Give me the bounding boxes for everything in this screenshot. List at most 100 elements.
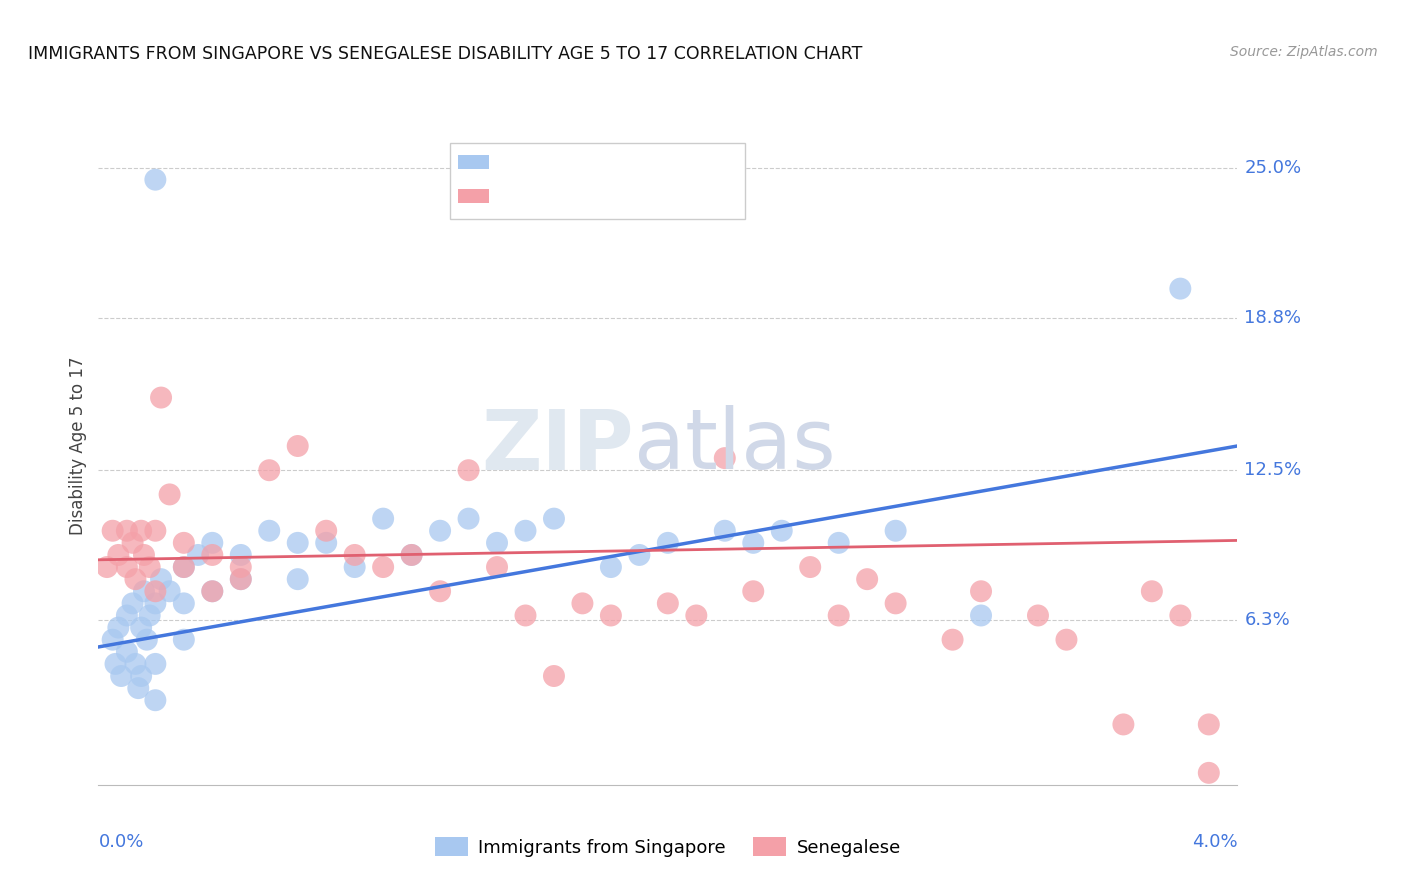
Point — [159, 487, 181, 501]
Point — [970, 608, 993, 623]
Point — [1170, 608, 1192, 623]
Text: 4.0%: 4.0% — [1192, 833, 1237, 851]
Point — [187, 548, 209, 562]
Point — [145, 596, 167, 610]
Point — [287, 572, 309, 586]
Point — [101, 524, 124, 538]
Point — [884, 596, 907, 610]
Point — [287, 536, 309, 550]
Text: 50: 50 — [600, 153, 626, 171]
Point — [799, 560, 821, 574]
Point — [229, 572, 252, 586]
Point — [1112, 717, 1135, 731]
Point — [1026, 608, 1049, 623]
Point — [201, 584, 224, 599]
Point — [657, 536, 679, 550]
Point — [115, 560, 138, 574]
Point — [259, 463, 281, 477]
Point — [515, 524, 537, 538]
Point — [371, 560, 394, 574]
Text: 6.3%: 6.3% — [1244, 611, 1291, 630]
Point — [145, 172, 167, 186]
Text: 25.0%: 25.0% — [1244, 159, 1302, 177]
Point — [884, 524, 907, 538]
Text: R =: R = — [495, 187, 531, 205]
Point — [828, 608, 851, 623]
Point — [150, 391, 173, 405]
Point — [714, 524, 737, 538]
Point — [124, 572, 146, 586]
Text: 12.5%: 12.5% — [1244, 461, 1302, 479]
Point — [287, 439, 309, 453]
Y-axis label: Disability Age 5 to 17: Disability Age 5 to 17 — [69, 357, 87, 535]
Text: 0.0%: 0.0% — [98, 833, 143, 851]
Point — [343, 560, 366, 574]
Point — [571, 596, 593, 610]
Point — [110, 669, 132, 683]
Point — [129, 621, 152, 635]
Text: 0.042: 0.042 — [526, 187, 582, 205]
Text: ZIP: ZIP — [481, 406, 634, 486]
Point — [173, 632, 195, 647]
Point — [129, 524, 152, 538]
Point — [132, 548, 155, 562]
Point — [159, 584, 181, 599]
Point — [1140, 584, 1163, 599]
Point — [138, 560, 160, 574]
Point — [600, 560, 623, 574]
Text: 18.8%: 18.8% — [1244, 309, 1302, 326]
Point — [1170, 282, 1192, 296]
Legend: Immigrants from Singapore, Senegalese: Immigrants from Singapore, Senegalese — [427, 830, 908, 864]
Point — [457, 511, 479, 525]
Point — [315, 524, 337, 538]
Point — [515, 608, 537, 623]
Point — [145, 657, 167, 671]
Text: IMMIGRANTS FROM SINGAPORE VS SENEGALESE DISABILITY AGE 5 TO 17 CORRELATION CHART: IMMIGRANTS FROM SINGAPORE VS SENEGALESE … — [28, 45, 862, 62]
Point — [124, 657, 146, 671]
Point — [942, 632, 965, 647]
Point — [129, 669, 152, 683]
Text: atlas: atlas — [634, 406, 835, 486]
Point — [429, 584, 451, 599]
Point — [201, 536, 224, 550]
Point — [1198, 717, 1220, 731]
Point — [401, 548, 423, 562]
Point — [486, 560, 509, 574]
Text: R =: R = — [495, 153, 531, 171]
Point — [742, 584, 765, 599]
Point — [970, 584, 993, 599]
Point — [104, 657, 127, 671]
Point — [121, 596, 143, 610]
Point — [132, 584, 155, 599]
Point — [173, 560, 195, 574]
Point — [657, 596, 679, 610]
Point — [1198, 765, 1220, 780]
Point — [201, 584, 224, 599]
Point — [229, 560, 252, 574]
Point — [145, 584, 167, 599]
Text: 0.312: 0.312 — [526, 153, 582, 171]
Point — [115, 524, 138, 538]
Point — [115, 608, 138, 623]
Point — [742, 536, 765, 550]
Point — [600, 608, 623, 623]
Point — [121, 536, 143, 550]
Point — [315, 536, 337, 550]
Point — [401, 548, 423, 562]
Point — [685, 608, 707, 623]
Point — [229, 572, 252, 586]
Point — [714, 451, 737, 466]
Point — [828, 536, 851, 550]
Point — [173, 560, 195, 574]
Point — [429, 524, 451, 538]
Point — [138, 608, 160, 623]
Point — [770, 524, 793, 538]
Point — [145, 693, 167, 707]
Point — [115, 645, 138, 659]
Point — [96, 560, 118, 574]
Point — [173, 596, 195, 610]
Point — [173, 536, 195, 550]
Point — [135, 632, 157, 647]
Point — [543, 669, 565, 683]
Point — [107, 621, 129, 635]
